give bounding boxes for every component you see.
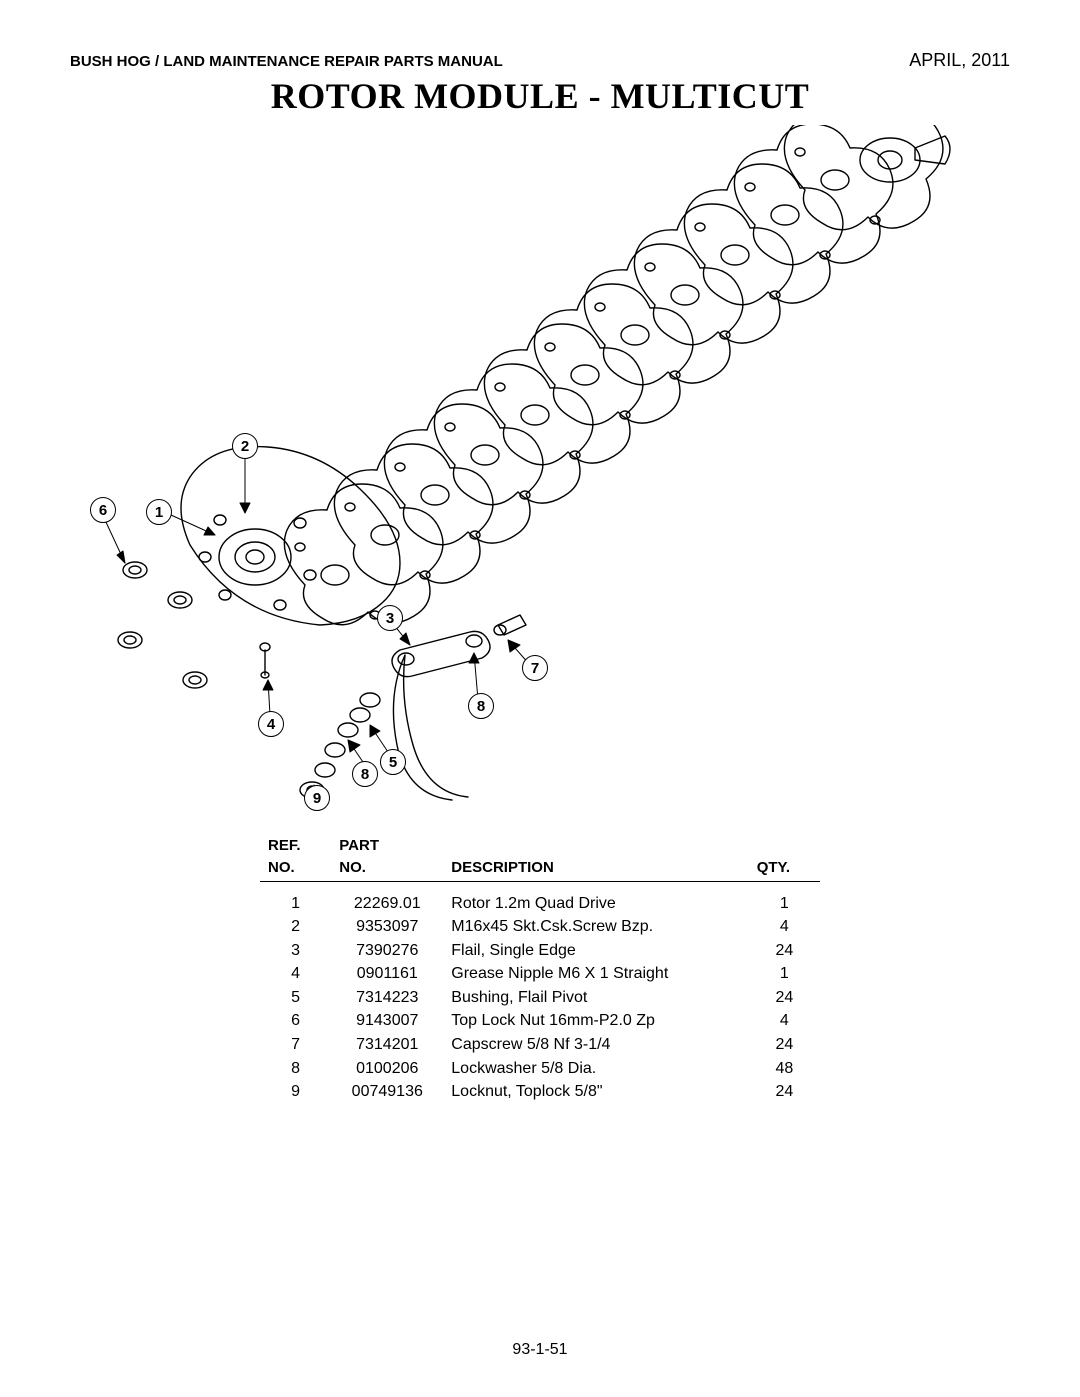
issue-date: APRIL, 2011: [909, 50, 1010, 71]
cell-ref: 1: [260, 892, 331, 916]
parts-table: REF. PART NO. NO. DESCRIPTION QTY. 12226…: [260, 835, 820, 1104]
cell-part: 7314223: [331, 986, 443, 1010]
callout-5: 5: [380, 749, 406, 775]
cell-qty: 24: [749, 939, 820, 963]
table-row: 29353097M16x45 Skt.Csk.Screw Bzp.4: [260, 915, 820, 939]
cell-desc: Lockwasher 5/8 Dia.: [443, 1057, 748, 1081]
th-desc: DESCRIPTION: [443, 857, 748, 882]
manual-title: BUSH HOG / LAND MAINTENANCE REPAIR PARTS…: [70, 53, 503, 70]
page-title: ROTOR MODULE - MULTICUT: [70, 75, 1010, 117]
th-qty: QTY.: [749, 857, 820, 882]
cell-desc: Capscrew 5/8 Nf 3-1/4: [443, 1033, 748, 1057]
cell-part: 9353097: [331, 915, 443, 939]
cell-ref: 8: [260, 1057, 331, 1081]
cell-qty: 1: [749, 892, 820, 916]
cell-qty: 4: [749, 915, 820, 939]
table-row: 57314223Bushing, Flail Pivot24: [260, 986, 820, 1010]
callout-8a: 8: [468, 693, 494, 719]
callout-9: 9: [304, 785, 330, 811]
callout-3: 3: [377, 605, 403, 631]
callout-8b: 8: [352, 761, 378, 787]
cell-qty: 1: [749, 962, 820, 986]
cell-qty: 24: [749, 1080, 820, 1104]
cell-ref: 4: [260, 962, 331, 986]
callout-4: 4: [258, 711, 284, 737]
cell-ref: 3: [260, 939, 331, 963]
table-row: 69143007Top Lock Nut 16mm-P2.0 Zp4: [260, 1009, 820, 1033]
cell-desc: Grease Nipple M6 X 1 Straight: [443, 962, 748, 986]
cell-part: 00749136: [331, 1080, 443, 1104]
callout-6: 6: [90, 497, 116, 523]
table-row: 40901161 Grease Nipple M6 X 1 Straight1: [260, 962, 820, 986]
cell-ref: 7: [260, 1033, 331, 1057]
cell-desc: Rotor 1.2m Quad Drive: [443, 892, 748, 916]
th-part-2: NO.: [331, 857, 443, 882]
table-row: 122269.01Rotor 1.2m Quad Drive1: [260, 892, 820, 916]
cell-ref: 2: [260, 915, 331, 939]
header: BUSH HOG / LAND MAINTENANCE REPAIR PARTS…: [70, 50, 1010, 71]
cell-qty: 4: [749, 1009, 820, 1033]
table-row: 900749136Locknut, Toplock 5/8"24: [260, 1080, 820, 1104]
rotor-diagram: 1 2 6 3 4 5 7 8 8 9: [70, 125, 1010, 825]
rotor-svg: [70, 125, 1010, 825]
th-ref-2: NO.: [260, 857, 331, 882]
th-ref-1: REF.: [260, 835, 331, 857]
cell-part: 0100206: [331, 1057, 443, 1081]
cell-part: 9143007: [331, 1009, 443, 1033]
cell-desc: Top Lock Nut 16mm-P2.0 Zp: [443, 1009, 748, 1033]
cell-qty: 24: [749, 1033, 820, 1057]
table-row: 37390276Flail, Single Edge24: [260, 939, 820, 963]
cell-part: 22269.01: [331, 892, 443, 916]
cell-desc: Locknut, Toplock 5/8": [443, 1080, 748, 1104]
cell-ref: 9: [260, 1080, 331, 1104]
callout-2: 2: [232, 433, 258, 459]
cell-desc: Bushing, Flail Pivot: [443, 986, 748, 1010]
cell-desc: Flail, Single Edge: [443, 939, 748, 963]
cell-qty: 24: [749, 986, 820, 1010]
page-number: 93-1-51: [0, 1341, 1080, 1359]
cell-ref: 6: [260, 1009, 331, 1033]
cell-ref: 5: [260, 986, 331, 1010]
cell-desc: M16x45 Skt.Csk.Screw Bzp.: [443, 915, 748, 939]
cell-part: 0901161: [331, 962, 443, 986]
callout-7: 7: [522, 655, 548, 681]
cell-part: 7390276: [331, 939, 443, 963]
table-row: 77314201Capscrew 5/8 Nf 3-1/424: [260, 1033, 820, 1057]
cell-qty: 48: [749, 1057, 820, 1081]
cell-part: 7314201: [331, 1033, 443, 1057]
table-row: 80100206Lockwasher 5/8 Dia.48: [260, 1057, 820, 1081]
callout-1: 1: [146, 499, 172, 525]
parts-tbody: 122269.01Rotor 1.2m Quad Drive129353097M…: [260, 882, 820, 1104]
th-part-1: PART: [331, 835, 443, 857]
